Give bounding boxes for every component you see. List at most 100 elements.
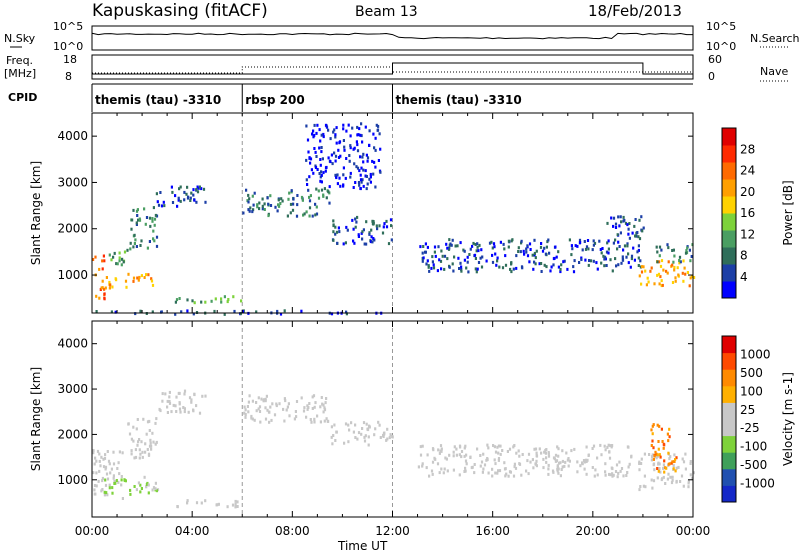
data-cell	[200, 300, 203, 304]
data-cell	[391, 435, 394, 439]
data-cell	[529, 460, 532, 464]
data-cell	[371, 240, 374, 244]
data-cell	[342, 166, 345, 170]
data-cell	[612, 241, 615, 245]
data-cell	[369, 172, 372, 176]
colorbar-tick-label: 25	[740, 403, 755, 417]
data-cell	[309, 194, 312, 198]
data-cell	[452, 450, 455, 454]
data-cell	[671, 263, 674, 267]
data-cell	[507, 474, 510, 478]
data-cell	[129, 488, 132, 492]
data-cell	[368, 177, 371, 181]
data-cell	[255, 310, 258, 314]
data-cell	[129, 241, 132, 245]
data-cell	[608, 450, 611, 454]
data-cell	[560, 468, 563, 471]
data-cell	[583, 240, 586, 243]
data-cell	[672, 467, 675, 471]
data-cell	[322, 410, 325, 414]
data-cell	[452, 269, 455, 273]
data-cell	[248, 209, 251, 213]
data-cell	[668, 462, 671, 466]
data-cell	[662, 475, 665, 479]
data-cell	[433, 250, 436, 254]
data-cell	[108, 253, 111, 257]
data-cell	[247, 400, 250, 404]
time-tick-label: 12:00	[375, 524, 410, 538]
data-cell	[670, 481, 674, 485]
data-cell	[302, 409, 306, 413]
data-cell	[144, 450, 147, 454]
data-cell	[329, 160, 332, 164]
data-cell	[422, 256, 425, 260]
data-cell	[601, 247, 604, 250]
data-cell	[504, 254, 507, 258]
data-cell	[655, 452, 658, 456]
data-cell	[334, 154, 338, 158]
data-cell	[287, 197, 290, 201]
data-cell	[390, 224, 393, 228]
data-cell	[656, 273, 659, 277]
data-cell	[234, 499, 237, 503]
data-cell	[419, 445, 422, 449]
data-cell	[197, 186, 200, 190]
data-cell	[97, 479, 100, 483]
data-cell	[667, 246, 670, 250]
data-cell	[324, 169, 327, 173]
data-cell	[499, 452, 502, 456]
data-cell	[284, 399, 287, 403]
nave-tick-top: 60	[708, 53, 722, 66]
data-cell	[133, 485, 136, 488]
data-cell	[151, 283, 155, 287]
time-tick-label: 16:00	[475, 524, 510, 538]
data-cell	[552, 257, 555, 261]
data-cell	[322, 132, 325, 136]
data-cell	[674, 469, 677, 473]
data-cell	[112, 474, 115, 478]
data-cell	[477, 261, 481, 264]
data-cell	[448, 453, 451, 457]
data-cell	[660, 279, 663, 283]
data-cell	[357, 233, 360, 237]
data-cell	[539, 245, 543, 249]
data-cell	[471, 244, 474, 248]
data-cell	[427, 264, 430, 268]
data-cell	[347, 123, 350, 127]
data-cell	[259, 420, 262, 424]
data-cell	[643, 452, 646, 456]
data-cell	[466, 255, 469, 259]
data-cell	[338, 176, 341, 180]
data-cell	[604, 255, 607, 259]
data-cell	[344, 176, 347, 180]
data-cell	[545, 456, 548, 460]
data-cell	[660, 478, 663, 482]
data-cell	[359, 133, 362, 137]
data-cell	[200, 501, 203, 505]
data-cell	[658, 260, 661, 264]
data-cell	[649, 269, 652, 273]
data-cell	[482, 467, 485, 471]
data-cell	[542, 457, 545, 461]
data-cell	[682, 460, 686, 464]
data-cell	[372, 172, 375, 176]
data-cell	[662, 442, 665, 446]
data-cell	[332, 219, 335, 223]
data-cell	[266, 196, 269, 200]
data-cell	[273, 413, 277, 417]
data-cell	[585, 472, 588, 476]
data-cell	[348, 154, 351, 157]
data-cell	[652, 479, 656, 483]
data-cell	[469, 455, 472, 459]
data-cell	[428, 474, 431, 478]
data-cell	[193, 301, 196, 305]
data-cell	[332, 224, 335, 228]
data-cell	[614, 226, 618, 229]
data-cell	[193, 393, 196, 397]
data-cell	[491, 467, 494, 471]
data-cell	[617, 240, 620, 244]
data-cell	[655, 245, 658, 249]
data-cell	[134, 312, 137, 316]
data-cell	[271, 402, 274, 406]
data-cell	[233, 309, 236, 313]
